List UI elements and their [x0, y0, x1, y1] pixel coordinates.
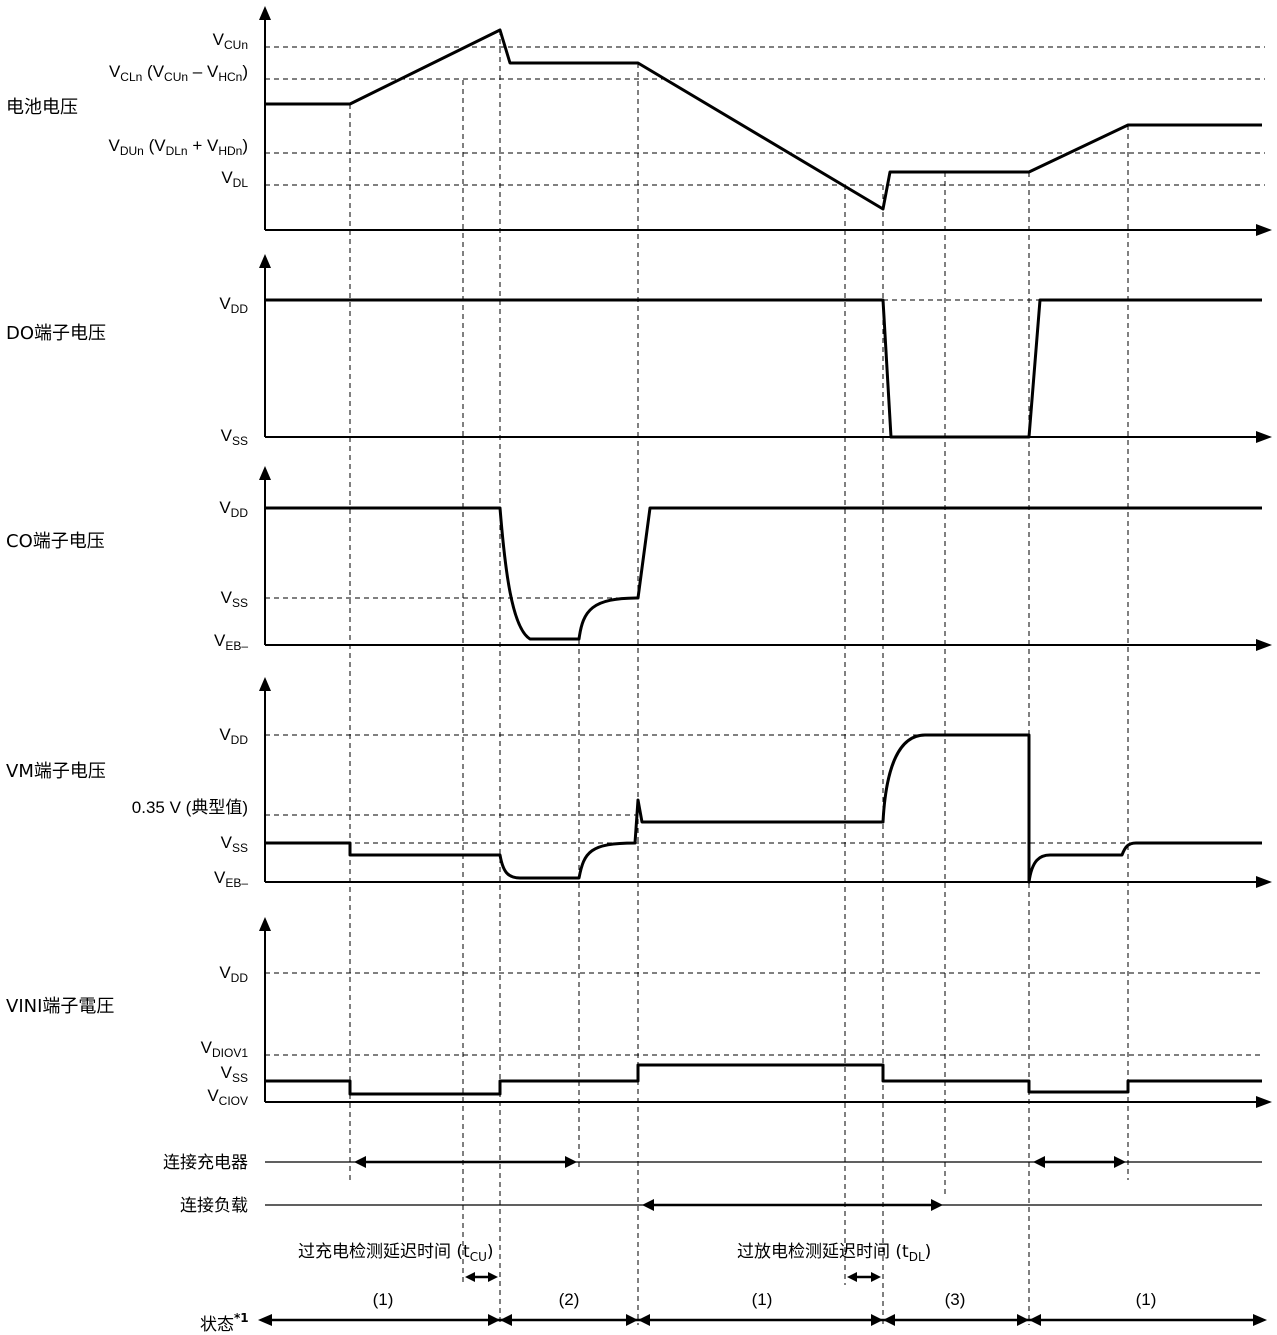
co-veb-label: VEB– [214, 631, 248, 653]
state-2-label: (2) [559, 1290, 580, 1309]
load-row: 连接负载 [180, 1196, 1262, 1216]
overdischarge-delay-label: 过放电检测延迟时间 (tDL) [737, 1242, 931, 1264]
vdun-label: VDUn (VDLn + VHDn) [108, 136, 248, 158]
charger-row: 连接充电器 [163, 1153, 1262, 1173]
state-1c-label: (1) [1136, 1290, 1157, 1309]
vm-typical-label: 0.35 V (典型值) [132, 798, 248, 817]
vm-terminal-panel: VM端子电压 VDD 0.35 V (典型值) VSS VEB– [6, 677, 1272, 890]
delay-annotations: 过充电检测延迟时间 (tCU) 过放电检测延迟时间 (tDL) [298, 1242, 931, 1282]
vini-vss-label: VSS [221, 1063, 248, 1085]
co-terminal-panel: CO端子电压 VDD VSS VEB– [6, 466, 1272, 653]
time-markers [349, 30, 1129, 1325]
state-1b-label: (1) [752, 1290, 773, 1309]
vdl-label: VDL [221, 168, 248, 190]
co-terminal-title: CO端子电压 [6, 531, 105, 552]
vini-terminal-title: VINI端子電圧 [6, 996, 114, 1017]
vini-vdd-label: VDD [219, 963, 248, 985]
vcln-label: VCLn (VCUn – VHCn) [109, 62, 248, 84]
vm-vss-label: VSS [221, 833, 248, 855]
vini-vdiov-label: VDIOV1 [201, 1038, 249, 1060]
vm-veb-label: VEB– [214, 868, 248, 890]
battery-voltage-title: 电池电压 [6, 97, 78, 118]
load-label: 连接负载 [180, 1196, 248, 1216]
overcharge-delay-label: 过充电检测延迟时间 (tCU) [298, 1242, 494, 1264]
vini-vciov-label: VCIOV [207, 1086, 248, 1108]
vm-voltage-waveform [265, 733, 1262, 884]
state-row: 状态*1 (1) (2) (1) (3) (1) [200, 1290, 1267, 1335]
do-voltage-waveform [265, 298, 1262, 439]
battery-voltage-waveform [265, 28, 1262, 211]
vcun-label: VCUn [213, 30, 248, 52]
do-vss-label: VSS [221, 426, 248, 448]
state-3-label: (3) [945, 1290, 966, 1309]
state-label: 状态*1 [200, 1311, 249, 1335]
battery-voltage-panel: 电池电压 VCUn VCLn (VCUn – VHCn) VDUn (VDLn … [6, 6, 1272, 236]
do-terminal-panel: DO端子电压 VDD VSS [6, 254, 1272, 448]
vm-vdd-label: VDD [219, 725, 248, 747]
do-vdd-label: VDD [219, 294, 248, 316]
vini-terminal-panel: VINI端子電圧 VDD VDIOV1 VSS VCIOV [6, 917, 1272, 1108]
co-vdd-label: VDD [219, 498, 248, 520]
co-voltage-waveform [265, 506, 1262, 641]
do-terminal-title: DO端子电压 [6, 323, 106, 344]
charger-label: 连接充电器 [163, 1153, 248, 1173]
vini-voltage-waveform [265, 1063, 1262, 1096]
co-vss-label: VSS [221, 588, 248, 610]
state-1-label: (1) [373, 1290, 394, 1309]
vm-terminal-title: VM端子电压 [6, 761, 106, 782]
